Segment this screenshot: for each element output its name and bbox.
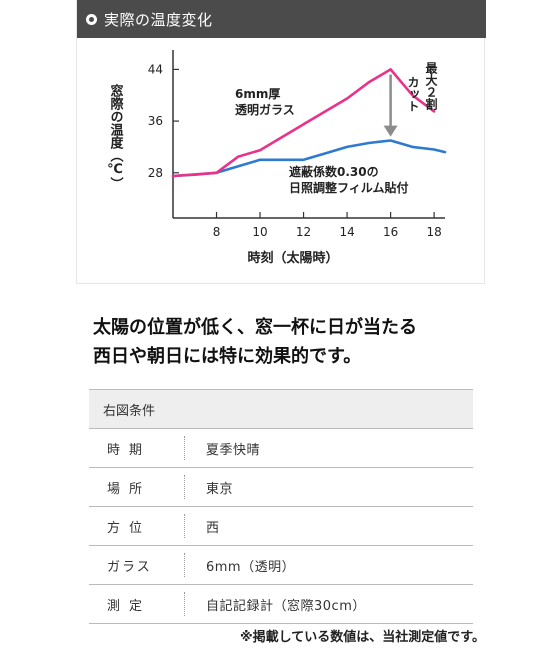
row-divider	[184, 553, 185, 577]
y-tick-label: 44	[148, 62, 163, 76]
headline-line-1: 太陽の位置が低く、窓一杯に日が当たる	[93, 317, 417, 338]
x-tick-label: 12	[296, 225, 311, 239]
x-tick-label: 16	[383, 225, 398, 239]
x-tick-label: 14	[339, 225, 354, 239]
chart-title: 実際の温度変化	[104, 10, 213, 29]
footnote: ※掲載している数値は、当社測定値です。	[240, 630, 485, 645]
row-divider	[184, 592, 185, 616]
row-label: ガラス	[107, 559, 152, 575]
film-series-label: 日照調整フィルム貼付	[289, 180, 409, 195]
series-line-glass	[171, 68, 436, 178]
glass-series-label: 透明ガラス	[235, 102, 295, 117]
row-divider	[184, 514, 185, 538]
glass-series-label: 6mm厚	[235, 87, 280, 101]
table-row: 場所 東京	[89, 468, 473, 507]
row-value: 6mm（透明）	[206, 559, 296, 575]
chart-card: 実際の温度変化 8 10 12 14 16 18 28 36 44 6mm厚 透明ガラス遮蔽係数0…	[76, 0, 486, 284]
conditions-title: 右図条件	[89, 390, 473, 429]
table-row: 時期 夏季快晴	[89, 429, 473, 468]
y-tick-label: 36	[148, 114, 163, 128]
chart-ticks: 8 10 12 14 16 18 28 36 44	[148, 62, 442, 239]
chart-series	[171, 68, 447, 178]
row-value: 夏季快晴	[206, 442, 261, 458]
row-value: 西	[206, 520, 220, 536]
row-label: 時期	[107, 442, 152, 458]
bullet-icon	[86, 13, 97, 25]
conditions-table: 右図条件 時期 夏季快晴 場所 東京 方位 西 ガラス 6mm（透明） 測定 自…	[89, 389, 473, 624]
cut-label-cut: カット	[406, 76, 420, 112]
chart-axes	[172, 50, 445, 219]
row-divider	[184, 475, 185, 499]
table-row: ガラス 6mm（透明）	[89, 546, 473, 585]
table-row: 測定 自記記録計（窓際30cm）	[89, 585, 473, 624]
film-series-label: 遮蔽係数0.30の	[289, 164, 379, 179]
x-tick-label: 8	[213, 225, 221, 239]
x-axis-label: 時刻（太陽時）	[247, 250, 338, 266]
chart-header: 実際の温度変化	[77, 0, 486, 38]
y-tick-label: 28	[148, 166, 163, 180]
row-value: 自記記録計（窓際30cm）	[206, 598, 366, 614]
row-value: 東京	[206, 481, 234, 497]
temperature-chart: 8 10 12 14 16 18 28 36 44 6mm厚透明ガラス遮蔽係数0.30の日照調整…	[107, 50, 447, 266]
headline-line-2: 西日や朝日には特に効果的です。	[93, 346, 362, 367]
table-row: 方位 西	[89, 507, 473, 546]
cut-label-max: 最大２割	[424, 62, 438, 111]
y-axis-label: 窓際の温度（℃）	[107, 83, 124, 190]
row-label: 測定	[107, 598, 152, 614]
row-divider	[184, 436, 185, 460]
x-tick-label: 10	[252, 225, 267, 239]
x-tick-label: 18	[426, 225, 441, 239]
row-label: 方位	[107, 520, 152, 536]
reduction-arrow-head	[383, 125, 398, 137]
row-label: 場所	[107, 481, 152, 497]
headline: 太陽の位置が低く、窓一杯に日が当たる 西日や朝日には特に効果的です。	[93, 313, 513, 371]
